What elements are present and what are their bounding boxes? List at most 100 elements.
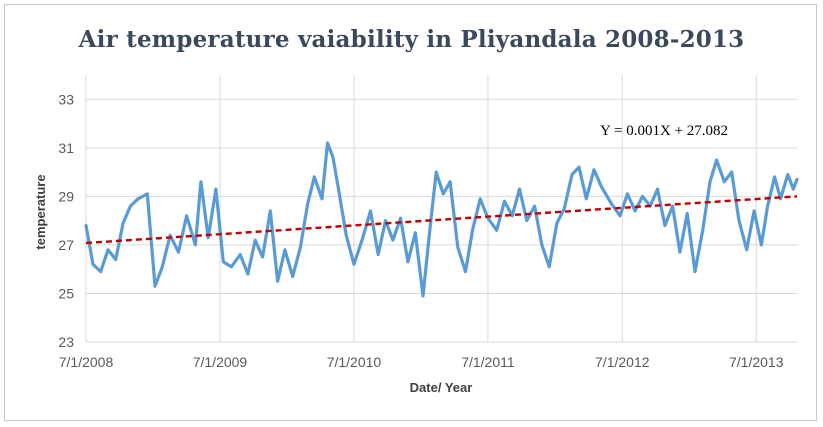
- data-point: [254, 238, 257, 242]
- y-tick-label: 33: [58, 91, 74, 107]
- x-tick-labels: 7/1/2008 7/1/2009 7/1/2010 7/1/2011 7/1/2012…: [59, 354, 784, 370]
- chart-title: Air temperature vaiability in Pliyandala…: [78, 26, 745, 53]
- data-point: [214, 187, 218, 191]
- data-point: [693, 270, 697, 273]
- data-point: [239, 253, 242, 256]
- data-point: [464, 270, 467, 273]
- chart-frame: [4, 4, 817, 421]
- data-point: [84, 224, 88, 227]
- data-point: [745, 248, 748, 251]
- data-point: [786, 173, 789, 176]
- data-point: [752, 209, 756, 213]
- data-point: [686, 212, 689, 215]
- trendline-equation: Y = 0.001X + 27.082: [600, 123, 728, 139]
- data-point: [414, 231, 417, 234]
- data-point: [773, 175, 776, 179]
- y-tick-label: 29: [58, 188, 74, 204]
- data-point: [525, 219, 528, 222]
- data-point: [585, 197, 588, 200]
- data-point: [471, 229, 474, 232]
- data-point: [246, 272, 250, 276]
- grid-lines: [85, 75, 797, 343]
- x-tick-label: 7/1/2011: [461, 354, 515, 370]
- data-point: [129, 204, 132, 208]
- data-point: [261, 255, 264, 259]
- data-point: [291, 275, 294, 278]
- data-point: [663, 224, 667, 227]
- data-point: [306, 202, 309, 205]
- data-point: [377, 253, 380, 256]
- data-point: [276, 280, 279, 283]
- x-tick-label: 7/1/2008: [59, 354, 114, 370]
- data-point: [106, 248, 110, 251]
- y-tick-label: 27: [58, 237, 74, 253]
- data-point: [479, 197, 482, 200]
- data-point: [678, 251, 682, 254]
- data-point: [230, 265, 233, 268]
- data-point: [121, 221, 125, 225]
- data-point: [766, 204, 769, 208]
- data-point: [326, 141, 329, 145]
- data-point: [299, 246, 302, 249]
- data-point: [91, 263, 95, 266]
- data-point: [600, 185, 603, 188]
- data-point: [715, 158, 718, 162]
- data-point: [361, 236, 364, 239]
- data-point: [555, 221, 559, 225]
- data-point: [618, 214, 622, 217]
- data-point: [610, 202, 613, 205]
- data-point: [331, 156, 335, 159]
- data-point: [626, 192, 629, 196]
- y-tick-label: 23: [58, 334, 74, 350]
- data-point: [656, 187, 659, 191]
- data-point: [570, 173, 574, 176]
- data-point: [185, 214, 188, 217]
- data-point: [563, 207, 566, 210]
- data-point: [352, 263, 356, 266]
- x-tick-label: 7/1/2013: [729, 354, 784, 370]
- data-point: [708, 180, 712, 183]
- data-point: [518, 187, 521, 191]
- data-point: [503, 200, 506, 203]
- data-point: [177, 251, 180, 254]
- data-point: [540, 243, 544, 247]
- data-point: [792, 187, 795, 191]
- data-point: [448, 180, 452, 183]
- y-tick-label: 25: [58, 285, 74, 301]
- data-point: [548, 265, 551, 268]
- data-point: [641, 195, 644, 198]
- data-point: [99, 270, 102, 273]
- data-point: [592, 168, 596, 171]
- data-point: [577, 166, 581, 169]
- data-point: [737, 219, 741, 222]
- data-point: [146, 192, 149, 196]
- data-point: [421, 294, 425, 298]
- x-tick-label: 7/1/2009: [193, 354, 248, 370]
- trendline: [85, 195, 798, 245]
- data-point: [442, 192, 445, 196]
- data-point: [153, 285, 157, 288]
- data-point: [161, 265, 164, 268]
- data-point: [168, 234, 172, 237]
- data-point: [337, 187, 340, 191]
- data-point: [723, 180, 726, 183]
- data-point: [391, 238, 395, 242]
- data-point: [511, 214, 514, 217]
- data-point: [701, 229, 704, 232]
- data-point: [199, 180, 203, 183]
- data-point: [435, 170, 438, 174]
- data-point: [533, 204, 536, 208]
- y-axis-label: temperature: [33, 174, 48, 249]
- data-point: [384, 219, 387, 222]
- data-point: [222, 260, 225, 264]
- x-tick-label: 7/1/2012: [595, 354, 650, 370]
- data-point: [136, 197, 140, 200]
- data-point: [429, 224, 432, 227]
- data-point: [207, 236, 210, 239]
- data-point: [495, 229, 498, 232]
- data-point: [345, 234, 348, 237]
- x-tick-label: 7/1/2010: [327, 354, 382, 370]
- trendline-group: [85, 195, 798, 245]
- data-point: [456, 246, 459, 249]
